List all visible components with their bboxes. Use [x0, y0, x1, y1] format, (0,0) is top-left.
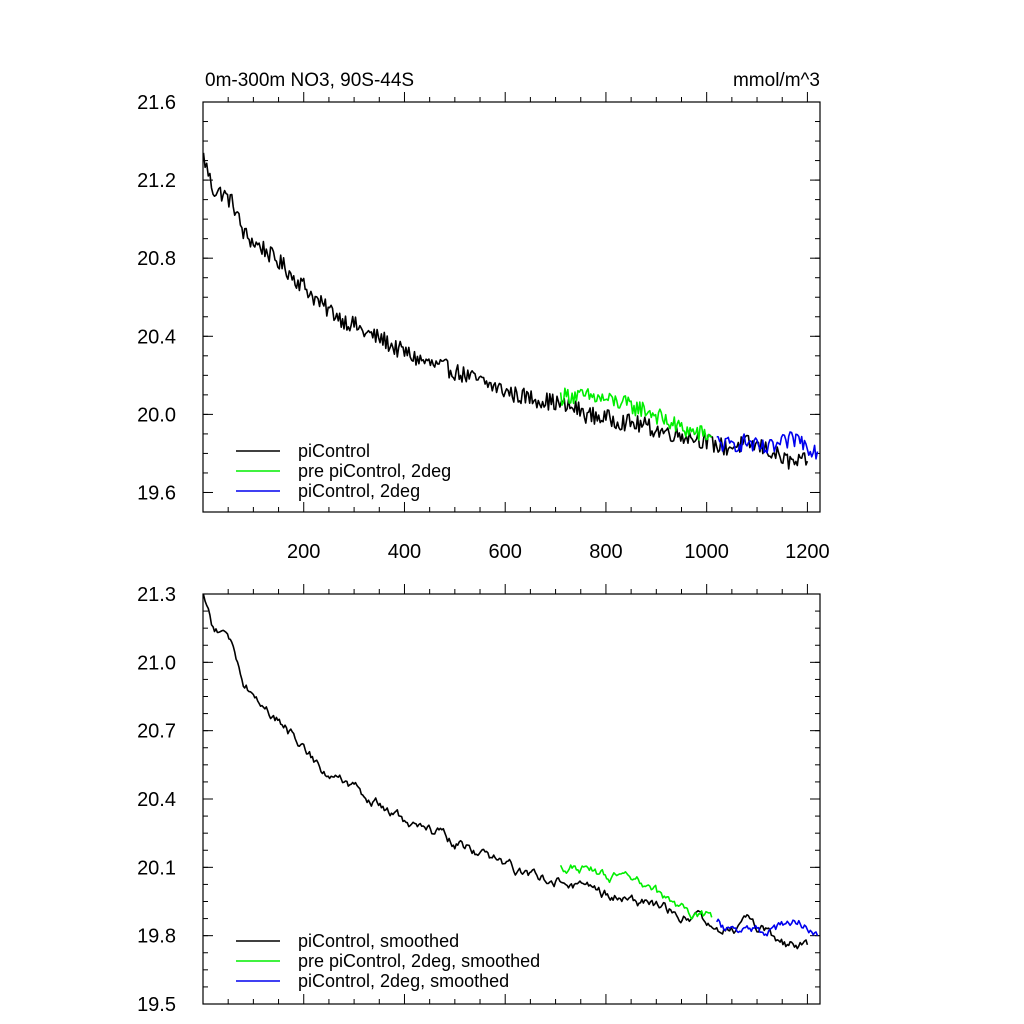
legend-label: piControl: [298, 441, 370, 461]
top-panel: 0m-300m NO3, 90S-44S mmol/m^3 19.6 20.0 20…: [137, 70, 830, 563]
legend-label: piControl, smoothed: [298, 931, 459, 951]
series-line-1: [202, 594, 809, 950]
top-series-group: [202, 152, 819, 470]
series-line-1: [202, 152, 809, 470]
x-tick-label: 400: [388, 541, 421, 563]
y-tick-label: 20.8: [137, 248, 176, 270]
y-tick-label: 20.7: [137, 721, 176, 743]
y-tick-label: 19.6: [137, 482, 176, 504]
legend-label: piControl, 2deg: [298, 481, 420, 501]
y-tick-label: 20.0: [137, 404, 176, 426]
legend-label: pre piControl, 2deg, smoothed: [298, 951, 540, 971]
top-units: mmol/m^3: [733, 70, 820, 91]
bottom-series-group: [202, 594, 819, 950]
legend-label: pre piControl, 2deg: [298, 461, 451, 481]
series-line-2: [559, 387, 713, 441]
y-tick-label: 20.4: [137, 326, 176, 348]
x-tick-label: 1200: [785, 541, 830, 563]
x-tick-label: 1000: [684, 541, 729, 563]
x-tick-label: 600: [489, 541, 522, 563]
y-tick-label: 20.4: [137, 789, 176, 811]
legend-label: piControl, 2deg, smoothed: [298, 971, 509, 991]
bottom-axis-ticks: 19.5 19.8 20.1 20.4 20.7 21.0 21.3: [137, 584, 820, 1016]
y-tick-label: 21.0: [137, 652, 176, 674]
y-tick-label: 20.1: [137, 857, 176, 879]
bottom-plot-frame: [202, 593, 821, 1005]
bottom-panel: 19.5 19.8 20.1 20.4 20.7 21.0 21.3 piControl, …: [137, 584, 821, 1016]
x-tick-label: 800: [589, 541, 622, 563]
series-line-3: [716, 431, 819, 460]
y-tick-label: 19.5: [137, 994, 176, 1016]
y-tick-label: 19.8: [137, 926, 176, 948]
top-axis-ticks: 19.6 20.0 20.4 20.8 21.2 21.6 200 400 600 800 1000…: [137, 92, 830, 563]
y-tick-label: 21.3: [137, 584, 176, 606]
top-plot-frame: [202, 101, 821, 513]
top-title: 0m-300m NO3, 90S-44S: [205, 70, 414, 91]
series-line-3: [716, 918, 819, 937]
x-tick-label: 200: [287, 541, 320, 563]
y-tick-label: 21.2: [137, 170, 176, 192]
y-tick-label: 21.6: [137, 92, 176, 114]
series-line-2: [559, 864, 713, 920]
